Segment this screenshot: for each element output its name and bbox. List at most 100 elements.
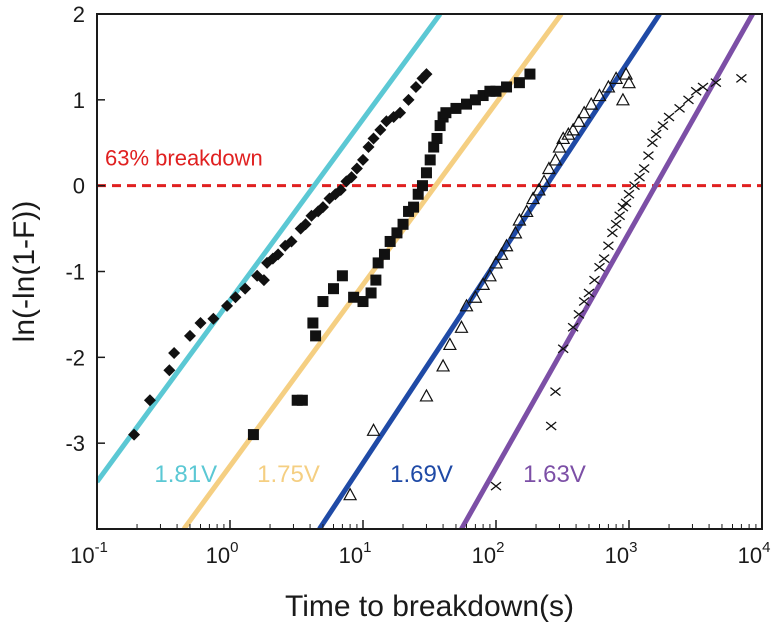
data-point — [556, 131, 571, 145]
data-point — [357, 153, 369, 166]
data-point — [490, 481, 502, 491]
data-point — [307, 317, 319, 329]
x-tick-label: 100 — [206, 539, 239, 568]
reference-line-label: 63% breakdown — [105, 146, 263, 171]
data-point — [484, 85, 496, 97]
data-point — [499, 238, 514, 252]
data-point — [513, 77, 525, 89]
data-point — [610, 219, 622, 229]
data-point — [512, 212, 527, 226]
data-point — [394, 106, 407, 119]
data-point — [561, 126, 576, 140]
data-point — [431, 132, 443, 144]
series-label-1.75V: 1.75V — [257, 461, 320, 488]
data-point — [428, 141, 440, 153]
data-point — [602, 241, 614, 251]
data-point — [609, 71, 624, 84]
x-tick-label: 102 — [472, 539, 505, 568]
data-point — [459, 298, 474, 312]
data-point — [370, 274, 382, 286]
data-point — [594, 262, 605, 272]
data-point — [620, 198, 632, 208]
x-tick-label: 101 — [339, 539, 372, 568]
series-layer — [97, 14, 762, 529]
data-point — [468, 289, 483, 303]
data-point — [366, 423, 381, 436]
data-point — [524, 68, 536, 80]
data-point — [623, 189, 635, 199]
data-point — [663, 112, 675, 122]
series-label-1.63V: 1.63V — [523, 461, 586, 488]
series-1.81V — [97, 14, 443, 484]
data-point — [578, 297, 590, 307]
data-point — [601, 79, 616, 93]
data-point — [357, 296, 369, 308]
data-point — [557, 344, 569, 354]
data-point — [494, 247, 509, 260]
data-point — [592, 88, 607, 102]
data-point — [402, 93, 415, 106]
data-point — [334, 183, 347, 196]
data-point — [614, 211, 626, 221]
data-point — [257, 274, 270, 287]
data-point — [397, 218, 409, 230]
data-point — [488, 255, 504, 269]
data-point — [409, 80, 422, 93]
data-point — [577, 105, 592, 119]
data-point — [316, 201, 329, 214]
data-point — [589, 275, 600, 285]
data-point — [566, 122, 581, 136]
data-point — [584, 96, 599, 110]
y-tick-label: 2 — [73, 2, 85, 27]
data-point — [650, 129, 662, 139]
data-point — [567, 322, 579, 332]
data-point — [362, 141, 375, 154]
data-point — [207, 312, 220, 325]
y-axis: 2 1 0 -1 -2 -3 — [65, 2, 105, 456]
data-point — [272, 248, 285, 261]
y-axis-title: ln(-ln(1-F)) — [8, 201, 41, 343]
data-point — [638, 163, 650, 174]
data-point — [550, 387, 561, 397]
data-point — [408, 201, 420, 213]
data-point — [348, 291, 360, 303]
x-axis: 10-1 100 101 102 103 104 — [70, 520, 770, 568]
data-point — [163, 364, 176, 377]
data-point — [552, 139, 567, 153]
data-point — [573, 309, 585, 319]
data-point — [531, 182, 546, 196]
data-point — [299, 218, 312, 231]
x-tick-label: 10-1 — [70, 539, 108, 568]
series-1.63V — [459, 14, 755, 529]
data-point — [336, 270, 348, 282]
data-point — [476, 277, 491, 290]
data-point — [674, 103, 685, 113]
data-point — [619, 66, 634, 80]
data-point — [647, 138, 658, 148]
data-point — [412, 188, 424, 200]
data-point — [365, 287, 377, 299]
y-tick-label: 0 — [73, 174, 85, 199]
data-point — [501, 81, 513, 93]
data-point — [450, 102, 462, 114]
data-point — [143, 394, 156, 407]
x-tick-label: 103 — [605, 539, 638, 568]
data-point — [296, 394, 308, 406]
data-point — [424, 154, 436, 166]
data-point — [657, 121, 669, 131]
series-labels: 1.81V 1.75V 1.69V 1.63V — [154, 461, 585, 488]
data-point — [710, 78, 722, 88]
y-tick-label: -1 — [65, 260, 85, 285]
data-point — [420, 167, 432, 179]
data-point — [617, 202, 629, 212]
data-point — [183, 329, 196, 342]
data-point — [548, 152, 563, 166]
data-point — [583, 288, 595, 298]
data-point — [442, 337, 457, 351]
fit-line — [181, 14, 564, 529]
series-1.69V — [317, 14, 662, 529]
data-point — [239, 282, 252, 295]
data-point — [508, 225, 523, 239]
data-point — [378, 248, 390, 260]
